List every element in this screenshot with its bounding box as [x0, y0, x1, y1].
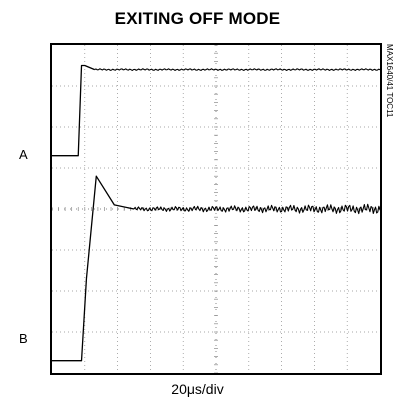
- trace-b-settled: [133, 203, 381, 215]
- traces: [52, 64, 381, 362]
- scope-plot: [50, 43, 382, 375]
- plot-frame: [50, 43, 382, 375]
- trace-b: [52, 175, 135, 362]
- chart-title: EXITING OFF MODE: [114, 9, 281, 28]
- trace-label-b: B: [19, 331, 28, 346]
- graticule: [51, 44, 381, 374]
- trace-a: [52, 64, 95, 157]
- trace-label-a: A: [19, 147, 28, 162]
- x-axis-scale: 20μs/div: [171, 381, 224, 397]
- part-code: MAX1640/41 TOC11: [385, 44, 395, 144]
- trace-a-settled: [94, 68, 381, 71]
- part-code-text: MAX1640/41 TOC11: [385, 44, 394, 118]
